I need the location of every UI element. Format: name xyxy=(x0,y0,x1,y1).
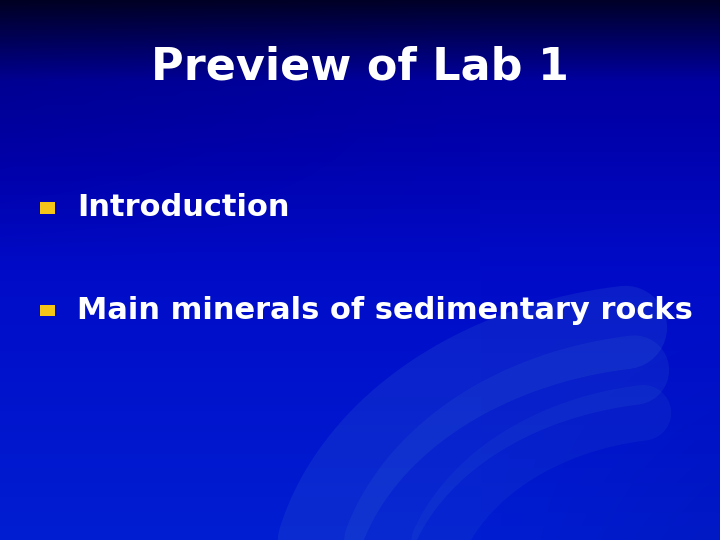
Text: Introduction: Introduction xyxy=(77,193,289,222)
Text: Preview of Lab 1: Preview of Lab 1 xyxy=(151,46,569,89)
Text: Main minerals of sedimentary rocks: Main minerals of sedimentary rocks xyxy=(77,296,693,325)
Bar xyxy=(40,202,55,214)
Bar xyxy=(40,305,55,316)
